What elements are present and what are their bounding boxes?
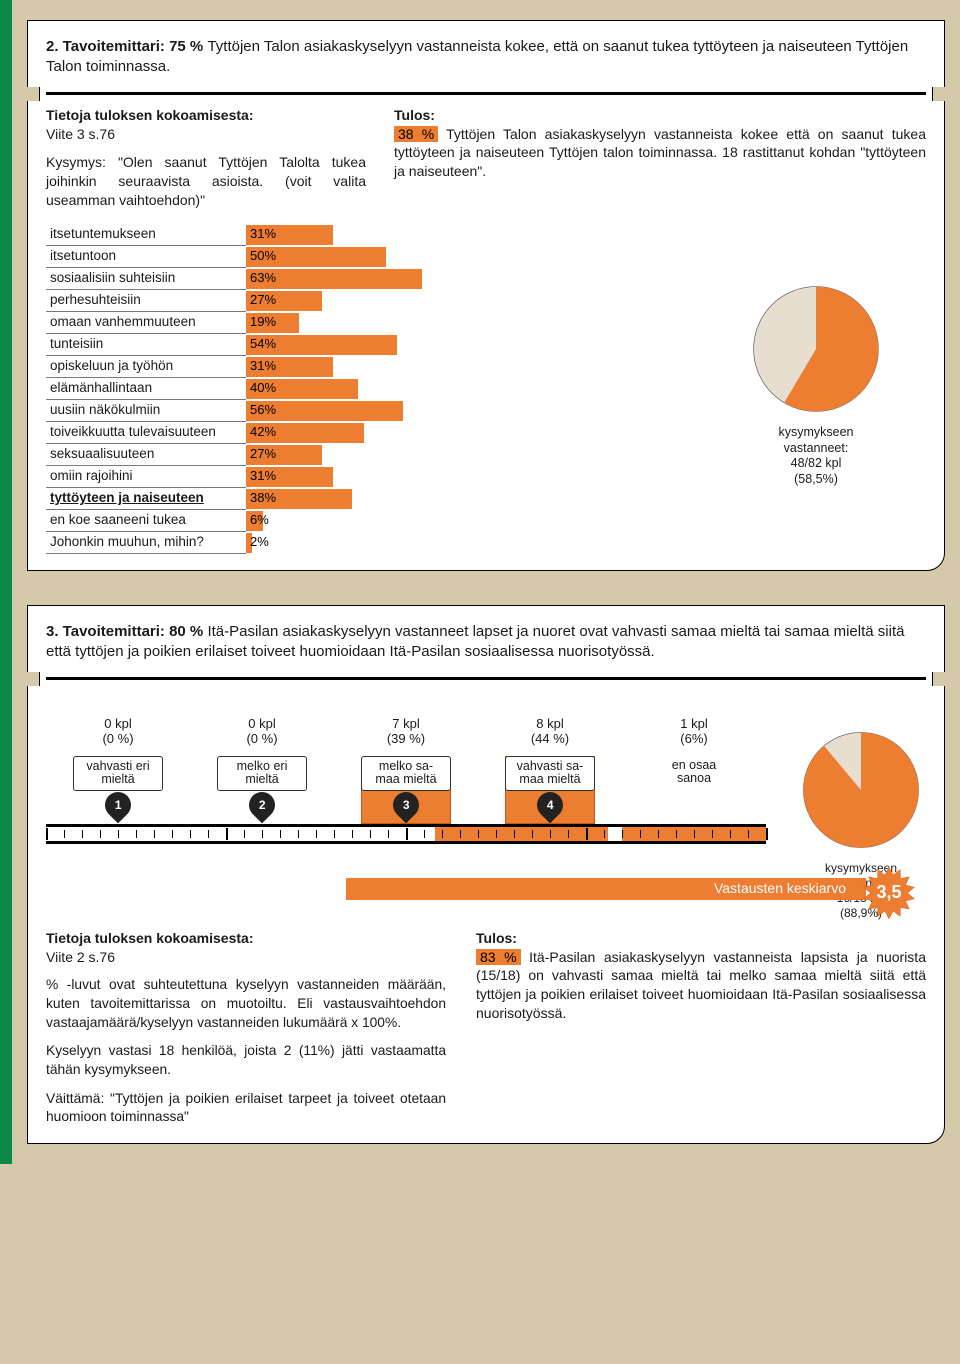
bar-label: itsetuntemukseen	[46, 224, 246, 246]
scale-label: melko sa-maa mieltä	[334, 756, 478, 792]
pie1-cap4: (58,5%)	[794, 472, 838, 486]
panel1-right-body: Tyttöjen Talon asiakaskyselyyn vastannei…	[394, 126, 926, 180]
scale-marker-cell: 1	[46, 792, 190, 818]
scale-count: 8 kpl(44 %)	[478, 716, 622, 747]
panel2-left-head: Tietoja tuloksen kokoamisesta:	[46, 930, 446, 946]
bar-row: 63%	[246, 268, 706, 290]
bar-row: 6%	[246, 510, 706, 532]
ruler-bar	[46, 824, 766, 844]
pie1-cap1: kysymykseen	[778, 425, 853, 439]
scale-marker: 2	[244, 786, 281, 823]
panel2-right: Tulos: 83 % Itä-Pasilan asiakaskyselyyn …	[476, 930, 926, 1127]
bar-row: 38%	[246, 488, 706, 510]
avg-bar-wrap: Vastausten keskiarvo 3,5	[46, 868, 926, 912]
scale-count: 0 kpl(0 %)	[190, 716, 334, 747]
scale-marker: 1	[100, 786, 137, 823]
panel2-title: 3. Tavoitemittari: 80 % Itä-Pasilan asia…	[46, 622, 926, 663]
scale-label: melko erimieltä	[190, 756, 334, 792]
scale-marker-cell: 4	[478, 792, 622, 818]
bar-label: uusiin näkökulmiin	[46, 400, 246, 422]
panel2-right-head: Tulos:	[476, 930, 926, 946]
panel1-pie-column: kysymykseen vastanneet: 48/82 kpl (58,5%…	[706, 224, 926, 554]
panel2-right-text: 83 % Itä-Pasilan asiakaskyselyyn vastann…	[476, 948, 926, 1024]
bar-row: 56%	[246, 400, 706, 422]
panel1-left-q: Kysymys: "Olen saanut Tyttöjen Talolta t…	[46, 153, 366, 210]
panel2-left-p1: % -luvut ovat suhteutettuna kyselyyn vas…	[46, 976, 446, 1032]
bar-label: sosiaalisiin suhteisiin	[46, 268, 246, 290]
panel1-pie-caption: kysymykseen vastanneet: 48/82 kpl (58,5%…	[706, 425, 926, 488]
panel2-right-body: Itä-Pasilan asiakaskyselyyn vastanneista…	[476, 949, 926, 1022]
scale-label: vahvasti sa-maa mieltä	[478, 756, 622, 792]
bar-row: 50%	[246, 246, 706, 268]
scale-count: 0 kpl(0 %)	[46, 716, 190, 747]
panel-tavoitemittari-3: 3. Tavoitemittari: 80 % Itä-Pasilan asia…	[27, 605, 945, 1144]
scale-count: 7 kpl(39 %)	[334, 716, 478, 747]
bar-label: Johonkin muuhun, mihin?	[46, 532, 246, 554]
bar-row: 31%	[246, 224, 706, 246]
panel1-columns: Tietoja tuloksen kokoamisesta: Viite 3 s…	[46, 107, 926, 211]
panel2-rule	[46, 677, 926, 680]
panel1-left-head: Tietoja tuloksen kokoamisesta:	[46, 107, 366, 123]
pie1-cap3: 48/82 kpl	[791, 456, 842, 470]
bar-label: tyttöyteen ja naiseuteen	[46, 488, 246, 510]
scale-marker: 3	[388, 786, 425, 823]
scale-marker-cell: 3	[334, 792, 478, 818]
panel1-title-prefix: 2. Tavoitemittari: 75 %	[46, 38, 207, 55]
panel1-right: Tulos: 38 % Tyttöjen Talon asiakaskysely…	[394, 107, 926, 211]
bar-label: elämänhallintaan	[46, 378, 246, 400]
scale-label: vahvasti erimieltä	[46, 756, 190, 792]
panel2-left-ref: Viite 2 s.76	[46, 948, 446, 967]
bar-row: 27%	[246, 290, 706, 312]
bar-label: omaan vanhemmuuteen	[46, 312, 246, 334]
avg-value: 3,5	[862, 882, 916, 903]
bar-label: perhesuhteisiin	[46, 290, 246, 312]
panel2-scale: 0 kpl(0 %)0 kpl(0 %)7 kpl(39 %)8 kpl(44 …	[46, 720, 926, 850]
bar-row: 40%	[246, 378, 706, 400]
bar-row: 31%	[246, 356, 706, 378]
pie1-cap2: vastanneet:	[784, 441, 849, 455]
panel1-rule	[46, 92, 926, 95]
scale-marker-cell: 2	[190, 792, 334, 818]
bar-row: 27%	[246, 444, 706, 466]
avg-label: Vastausten keskiarvo	[714, 880, 846, 896]
bar-label: opiskeluun ja työhön	[46, 356, 246, 378]
panel1-right-hl: 38 %	[394, 126, 438, 142]
bar-label: omiin rajoihini	[46, 466, 246, 488]
panel2-left: Tietoja tuloksen kokoamisesta: Viite 2 s…	[46, 930, 446, 1127]
panel2-left-p3: Väittämä: "Tyttöjen ja poikien erilaiset…	[46, 1090, 446, 1127]
scale-count: 1 kpl(6%)	[622, 716, 766, 747]
bar-row: 31%	[246, 466, 706, 488]
panel1-barchart: itsetuntemukseenitsetuntoonsosiaalisiin …	[46, 224, 926, 554]
panel2-pie	[801, 730, 921, 853]
bar-label: en koe saaneeni tukea	[46, 510, 246, 532]
bar-row: 19%	[246, 312, 706, 334]
panel1-left-ref: Viite 3 s.76	[46, 125, 366, 144]
bar-label: toiveikkuutta tulevaisuuteen	[46, 422, 246, 444]
panel1-title: 2. Tavoitemittari: 75 % Tyttöjen Talon a…	[46, 37, 926, 78]
panel2-left-p2: Kyselyyn vastasi 18 henkilöä, joista 2 (…	[46, 1042, 446, 1079]
bar-row: 54%	[246, 334, 706, 356]
panel2-right-hl: 83 %	[476, 949, 521, 965]
panel1-left: Tietoja tuloksen kokoamisesta: Viite 3 s…	[46, 107, 366, 211]
scale-marker: 4	[532, 786, 569, 823]
panel2-bottom: Tietoja tuloksen kokoamisesta: Viite 2 s…	[46, 930, 926, 1127]
bar-label: seksuaalisuuteen	[46, 444, 246, 466]
bar-row: 2%	[246, 532, 706, 554]
panel1-right-head: Tulos:	[394, 107, 926, 123]
bar-row: 42%	[246, 422, 706, 444]
scale-label: en osaasanoa	[622, 756, 766, 792]
scale-marker-cell	[622, 792, 766, 818]
panel1-pie	[751, 284, 881, 417]
bar-label: tunteisiin	[46, 334, 246, 356]
panel1-right-text: 38 % Tyttöjen Talon asiakaskyselyyn vast…	[394, 125, 926, 182]
panel2-title-prefix: 3. Tavoitemittari: 80 %	[46, 623, 207, 640]
bar-label: itsetuntoon	[46, 246, 246, 268]
panel-tavoitemittari-2: 2. Tavoitemittari: 75 % Tyttöjen Talon a…	[27, 20, 945, 571]
